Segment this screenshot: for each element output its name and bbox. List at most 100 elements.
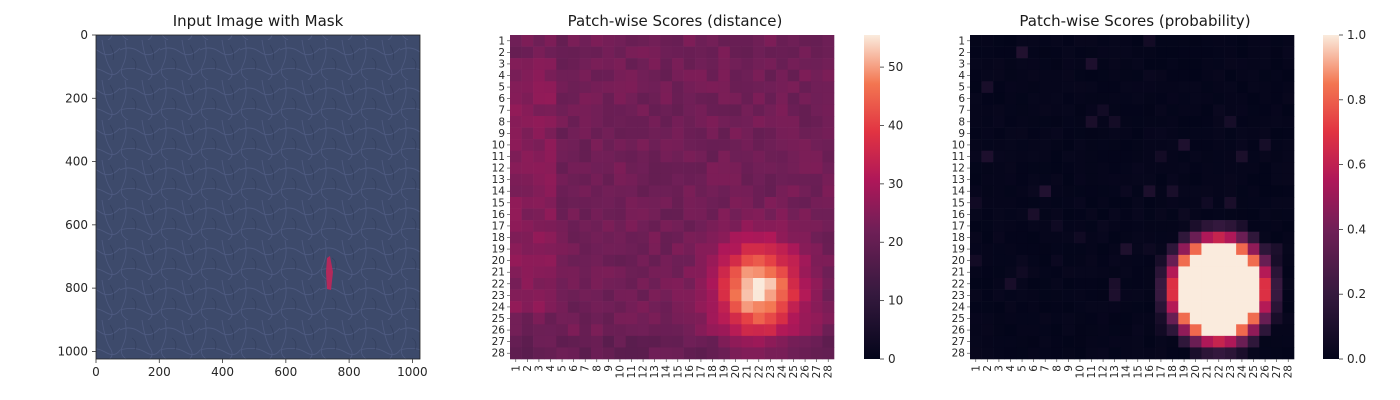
heatmap-cell: [787, 173, 800, 186]
heatmap-cell: [1155, 197, 1168, 209]
heatmap-cell: [1178, 266, 1191, 279]
heatmap-cell: [741, 173, 754, 186]
y-tick-label: 12: [492, 163, 505, 175]
heatmap-cell: [579, 127, 592, 140]
heatmap-cell: [1236, 92, 1249, 105]
heatmap-cell: [729, 69, 742, 82]
heatmap-cell: [753, 266, 765, 279]
heatmap-cell: [787, 127, 800, 140]
heatmap-cell: [510, 116, 522, 128]
heatmap-cell: [510, 69, 522, 82]
heatmap-cell: [579, 266, 592, 279]
heatmap-cell: [1085, 150, 1098, 163]
heatmap-cell: [1189, 208, 1202, 221]
heatmap-cell: [637, 127, 650, 140]
heatmap-cell: [741, 162, 754, 175]
heatmap-cell: [1178, 185, 1191, 198]
heatmap-cell: [1236, 139, 1249, 152]
heatmap-cell: [810, 324, 823, 337]
heatmap-cell: [672, 301, 684, 314]
heatmap-cell: [1120, 92, 1133, 105]
heatmap-cell: [981, 197, 994, 209]
x-tick-label: 4: [1005, 365, 1017, 372]
heatmap-cell: [1016, 162, 1029, 175]
heatmap-cell: [1039, 254, 1052, 267]
heatmap-cell: [660, 173, 673, 186]
heatmap-cell: [1108, 162, 1121, 175]
heatmap-cell: [1016, 312, 1029, 325]
heatmap-cell: [695, 150, 708, 163]
heatmap-cell: [567, 208, 580, 221]
heatmap-cell: [1166, 335, 1179, 348]
heatmap-cell: [729, 220, 742, 233]
heatmap-cell: [718, 278, 731, 290]
heatmap-cell: [764, 58, 777, 71]
heatmap-cell: [556, 220, 569, 233]
heatmap-cell: [1282, 46, 1295, 59]
heatmap-cell: [1247, 150, 1260, 163]
heatmap-cell: [1189, 220, 1202, 233]
heatmap-cell: [1224, 104, 1237, 117]
heatmap-cell: [660, 46, 673, 59]
heatmap-cell: [753, 289, 765, 302]
y-tick-label: 12: [952, 163, 965, 175]
heatmap-cell: [729, 104, 742, 117]
heatmap-cell: [1132, 208, 1144, 221]
heatmap-cell: [1143, 92, 1156, 105]
heatmap-cell: [810, 81, 823, 94]
heatmap-cell: [556, 35, 569, 47]
heatmap-cell: [822, 173, 835, 186]
heatmap-cell: [1027, 116, 1040, 128]
heatmap-cell: [1247, 266, 1260, 279]
heatmap-cell: [683, 35, 696, 47]
heatmap-cell: [787, 347, 800, 360]
heatmap-cell: [521, 197, 534, 209]
heatmap-cell: [672, 278, 684, 290]
x-tick-label: 5: [1017, 365, 1029, 372]
heatmap-cell: [695, 278, 708, 290]
heatmap-cell: [660, 104, 673, 117]
heatmap-cell: [591, 312, 603, 325]
heatmap-cell: [1282, 127, 1295, 140]
heatmap-cell: [1247, 208, 1260, 221]
heatmap-cell: [1155, 254, 1168, 267]
heatmap-cell: [776, 197, 789, 209]
heatmap-cell: [521, 58, 534, 71]
y-tick-label: 24: [952, 301, 966, 313]
panel-title-input: Input Image with Mask: [173, 12, 344, 30]
heatmap-cell: [1166, 139, 1179, 152]
heatmap-cell: [672, 69, 684, 82]
heatmap-cell: [1259, 58, 1272, 71]
heatmap-cell: [648, 301, 661, 314]
heatmap-cell: [1270, 58, 1283, 71]
heatmap-cell: [1143, 162, 1156, 175]
heatmap-cell: [544, 312, 557, 325]
heatmap-cell: [764, 116, 777, 128]
heatmap-cell: [510, 324, 522, 337]
heatmap-cell: [970, 208, 982, 221]
heatmap-cell: [1155, 104, 1168, 117]
x-tick-label: 12: [638, 365, 650, 378]
heatmap-cell: [1004, 58, 1017, 71]
heatmap-cell: [1201, 266, 1214, 279]
heatmap-cell: [1178, 220, 1191, 233]
heatmap-cell: [706, 220, 719, 233]
y-tick-label: 10: [952, 139, 965, 151]
heatmap-cell: [1132, 35, 1144, 47]
heatmap-cell: [544, 347, 557, 360]
heatmap-cell: [1282, 92, 1295, 105]
heatmap-cell: [993, 312, 1006, 325]
heatmap-cell: [1120, 243, 1133, 256]
heatmap-cell: [672, 324, 684, 337]
heatmap-cell: [776, 46, 789, 59]
heatmap-cell: [556, 208, 569, 221]
heatmap-cell: [1004, 312, 1017, 325]
heatmap-cell: [579, 46, 592, 59]
heatmap-cell: [1004, 289, 1017, 302]
heatmap-cell: [764, 347, 777, 360]
heatmap-cell: [1189, 173, 1202, 186]
heatmap-cell: [799, 254, 812, 267]
heatmap-cell: [764, 35, 777, 47]
heatmap-cell: [1224, 301, 1237, 314]
heatmap-cell: [1051, 127, 1063, 140]
